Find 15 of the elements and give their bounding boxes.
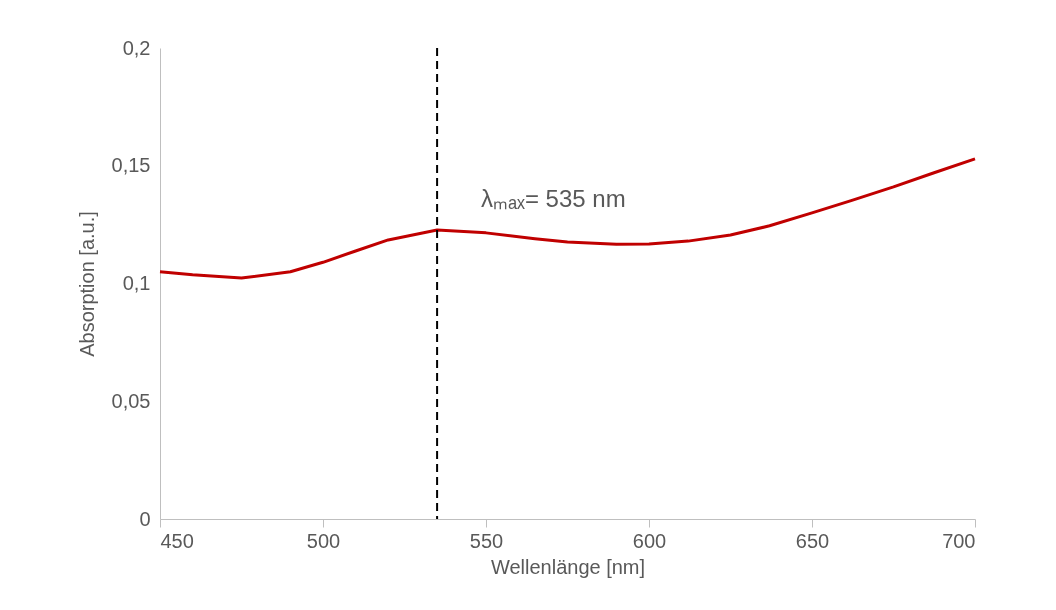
x-tick-label: 500 (306, 529, 341, 552)
y-tick-label: 0,2 (122, 36, 151, 59)
x-axis-title: Wellenlänge [nm] (490, 555, 646, 578)
y-axis-title: Absorption [a.u.] (75, 211, 98, 357)
ref-line-label: λₘₐₓ= 535 nm (481, 185, 626, 212)
y-tick-label: 0 (139, 507, 151, 530)
x-tick-label: 700 (942, 529, 976, 552)
y-tick-label: 0,1 (122, 272, 151, 294)
x-tick-label: 550 (469, 529, 504, 552)
x-tick-label: 450 (160, 529, 194, 552)
y-tick-label: 0,05 (111, 389, 151, 412)
line-series (158, 157, 977, 280)
x-tick-label: 650 (795, 529, 830, 552)
x-tick-label: 600 (632, 529, 667, 552)
y-tick-label: 0,15 (111, 154, 151, 177)
